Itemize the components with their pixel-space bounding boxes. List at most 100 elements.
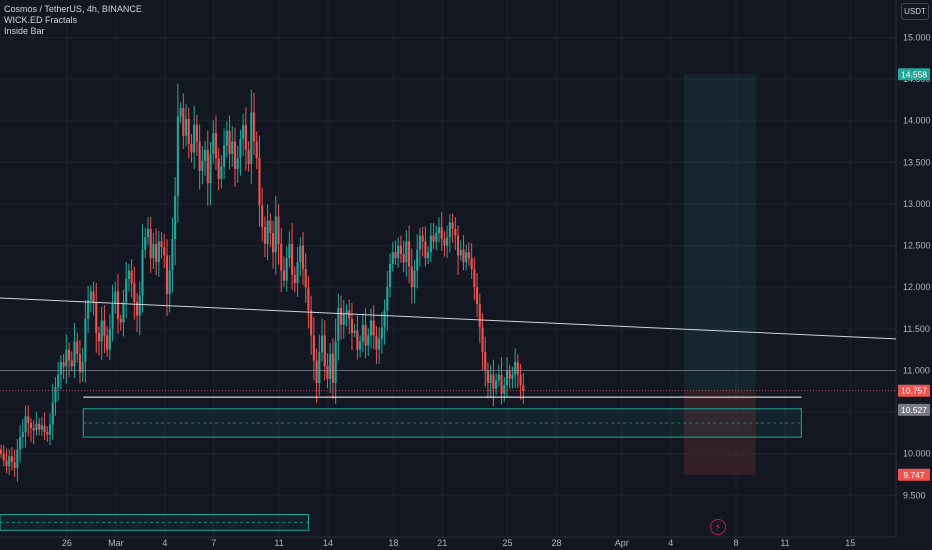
- candle: [386, 271, 389, 331]
- candle: [0, 445, 3, 459]
- candle-body: [266, 220, 269, 244]
- candle: [78, 340, 82, 384]
- candle-body: [391, 252, 394, 264]
- y-tick-label: 12.500: [903, 241, 931, 251]
- candle-body: [285, 258, 288, 281]
- candle: [266, 204, 269, 261]
- y-tick-label: 9.500: [903, 490, 926, 500]
- candle-body: [473, 268, 476, 288]
- candle-body: [356, 330, 359, 350]
- x-tick-label: 7: [211, 538, 216, 548]
- price-tag: 14.558: [898, 68, 930, 81]
- position-target-zone: [683, 74, 756, 391]
- candle: [193, 105, 196, 169]
- candle: [255, 131, 258, 170]
- candle: [95, 282, 98, 354]
- candle: [378, 327, 381, 364]
- candle-body: [231, 141, 234, 155]
- candle-body: [97, 333, 101, 342]
- candle: [307, 276, 310, 329]
- candle: [122, 289, 125, 337]
- x-tick-label: 28: [552, 538, 562, 548]
- price-tag-bg: [898, 68, 930, 81]
- time-axis[interactable]: 26 Mar 4 7 11 14 18 21 25 28 Apr 4 8 11 15: [62, 538, 855, 548]
- candle: [231, 126, 234, 167]
- candle: [111, 284, 114, 342]
- candle-body: [459, 249, 462, 256]
- candle: [184, 104, 188, 147]
- candle-body: [301, 245, 305, 269]
- candle-body: [435, 233, 438, 242]
- indicator-inside-bar[interactable]: Inside Bar: [4, 26, 45, 36]
- indicator-fractals[interactable]: WICK.ED Fractals: [4, 15, 78, 25]
- candle-body: [448, 222, 451, 238]
- candle-body: [478, 303, 481, 328]
- candle: [342, 299, 345, 339]
- lightning-icon[interactable]: ⚡: [710, 519, 726, 535]
- candle-body: [171, 238, 174, 271]
- candle-body: [258, 158, 261, 206]
- candle: [399, 235, 402, 264]
- candle-body: [402, 253, 405, 263]
- candle: [108, 314, 111, 361]
- x-tick-label: 21: [437, 538, 447, 548]
- candle: [353, 323, 356, 338]
- candle-body: [81, 362, 84, 373]
- candle-body: [250, 112, 253, 165]
- candle: [315, 348, 318, 404]
- candle-body: [310, 310, 313, 336]
- candle-body: [440, 227, 443, 239]
- candle-body: [157, 241, 160, 263]
- candle: [263, 216, 266, 258]
- candle-body: [307, 287, 310, 311]
- candle-body: [152, 243, 155, 259]
- price-tag: 10.527: [898, 403, 930, 416]
- candle: [440, 212, 443, 251]
- candle: [160, 232, 163, 259]
- candle: [421, 227, 424, 257]
- candle: [250, 89, 253, 184]
- candle: [209, 141, 212, 206]
- candle: [459, 240, 462, 261]
- candle: [65, 334, 68, 384]
- candle: [427, 246, 430, 265]
- candle: [514, 348, 517, 388]
- candle: [448, 214, 451, 253]
- candle-body: [359, 341, 362, 350]
- candle: [27, 405, 30, 437]
- candle: [247, 141, 250, 172]
- candle-body: [13, 462, 16, 468]
- candle: [299, 237, 302, 276]
- candle-body: [261, 205, 264, 228]
- candle-body: [43, 425, 46, 433]
- candle-body: [182, 108, 185, 136]
- candle-body: [394, 252, 397, 259]
- candle-body: [125, 278, 128, 303]
- candle-body: [269, 220, 272, 234]
- candle: [405, 230, 408, 277]
- candle: [179, 102, 182, 124]
- y-tick-label: 13.500: [903, 157, 931, 167]
- candle-body: [519, 374, 522, 386]
- symbol-title[interactable]: Cosmos / TetherUS, 4h, BINANCE: [4, 4, 142, 14]
- candle: [146, 217, 150, 245]
- candle-body: [146, 228, 150, 238]
- candle-body: [405, 241, 408, 263]
- candle-body: [369, 320, 373, 336]
- candle-body: [522, 385, 525, 391]
- candle: [165, 239, 169, 317]
- candle: [100, 306, 103, 361]
- candle: [236, 145, 239, 184]
- candle: [32, 420, 35, 445]
- candle-body: [454, 228, 457, 236]
- candle: [361, 313, 364, 353]
- candle-body: [492, 374, 495, 389]
- candle-body: [141, 249, 144, 296]
- candle-body: [209, 154, 212, 184]
- currency-button[interactable]: USDT: [901, 3, 929, 20]
- candle: [345, 304, 348, 327]
- candle: [522, 373, 525, 404]
- candle: [503, 377, 506, 403]
